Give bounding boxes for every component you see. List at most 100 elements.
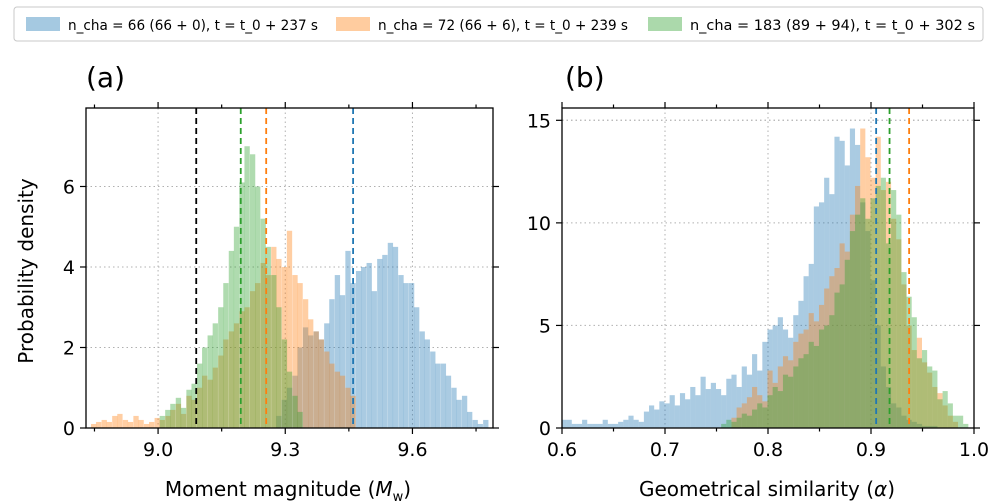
histogram-bar [921,362,928,428]
histogram-bar [736,417,742,428]
histogram-bar [180,407,187,428]
histogram-bar [612,423,619,428]
panel-b-xlabel: Geometrical similarity (α) [639,477,895,501]
histogram-bar [870,280,876,428]
y-tick-label: 10 [527,213,551,235]
histogram-bar [286,387,293,428]
x-tick-label: 9.3 [270,439,300,461]
histogram-bar [286,230,293,428]
histogram-bar [133,415,139,428]
y-tick-label: 15 [527,110,551,132]
histogram-bar [260,262,266,428]
histogram-bar [664,403,670,428]
histogram-bar [329,363,335,428]
histogram-bar [963,423,969,428]
histogram-bar [885,386,892,428]
histogram-bar [947,415,953,428]
histogram-bar [911,350,917,428]
histogram-bar [788,337,794,428]
histogram-bar [196,387,203,428]
legend-label: n_cha = 183 (89 + 94), t = t_0 + 302 s [690,18,975,34]
histogram-bar [659,401,665,428]
histogram-bar [297,347,303,428]
histogram-bar [265,275,271,428]
histogram-bar [834,292,840,428]
histogram-bar [906,325,912,428]
histogram-bar [849,128,856,428]
histogram-bar [202,347,208,428]
histogram-bar [880,366,886,428]
legend-swatch [648,17,682,31]
histogram-bar [844,251,850,428]
histogram-bar [829,315,835,428]
histogram-bar [313,331,319,428]
histogram-bar [276,307,282,428]
histogram-bar [260,218,266,428]
histogram-bar [937,393,943,428]
histogram-bar [803,276,809,428]
histogram-bar [223,339,229,428]
histogram-bar [757,395,763,428]
histogram-bar [382,254,388,428]
histogram-bar [592,423,598,428]
histogram-bar [788,360,794,428]
histogram-bar [741,413,747,428]
histogram-bar [106,421,112,428]
histogram-bar [891,190,897,428]
histogram-bar [798,358,804,428]
histogram-bar [318,339,324,428]
histogram-bar [824,288,830,428]
histogram-bar [191,383,197,428]
histogram-bar [803,329,809,428]
histogram-bar [292,395,298,428]
histogram-bar [818,304,825,428]
histogram-bar [244,146,250,428]
histogram-bar [731,421,737,428]
histogram-bar [339,375,346,428]
histogram-bar [808,341,814,428]
histogram-bar [265,246,271,428]
histogram-bar [451,387,457,428]
histogram-bar [170,409,176,428]
y-tick-label: 2 [63,337,75,359]
histogram-bar [757,370,763,428]
histogram-bar [844,165,850,428]
histogram-bar [829,194,835,428]
histogram-bar [281,339,288,428]
histogram-bar [777,317,783,428]
histogram-bar [281,266,288,428]
histogram-bar [649,405,655,428]
histogram-bar [942,405,948,428]
histogram-bar [633,419,639,428]
histogram-bar [777,366,783,428]
histogram-bar [339,295,346,428]
histogram-bar [249,291,256,428]
histogram-bar [829,276,835,428]
histogram-bar [392,246,399,428]
legend-swatch [26,17,60,31]
histogram-bar [731,417,737,428]
histogram-bar [762,401,768,428]
histogram-bar [276,258,282,428]
histogram-bar [483,419,489,428]
histogram-bar [435,363,441,428]
histogram-bar [870,198,876,428]
histogram-bar [212,323,218,428]
panel-a-ylabel: Probability density [14,178,38,364]
histogram-bar [839,243,845,428]
histogram-bar [334,275,341,428]
histogram-bar [571,423,577,428]
histogram-bar [700,376,706,428]
histogram-bar [440,363,447,428]
panel-a-xlabel-close: ) [403,477,411,501]
histogram-bar [824,177,830,428]
histogram-bar [762,341,768,428]
histogram-bar [731,374,737,428]
histogram-bar [117,413,123,428]
histogram-bar [927,366,933,428]
histogram-bar [371,291,377,428]
histogram-bar [175,403,182,428]
histogram-bar [112,415,118,428]
histogram-bar [445,375,452,428]
histogram-bar [777,391,783,428]
